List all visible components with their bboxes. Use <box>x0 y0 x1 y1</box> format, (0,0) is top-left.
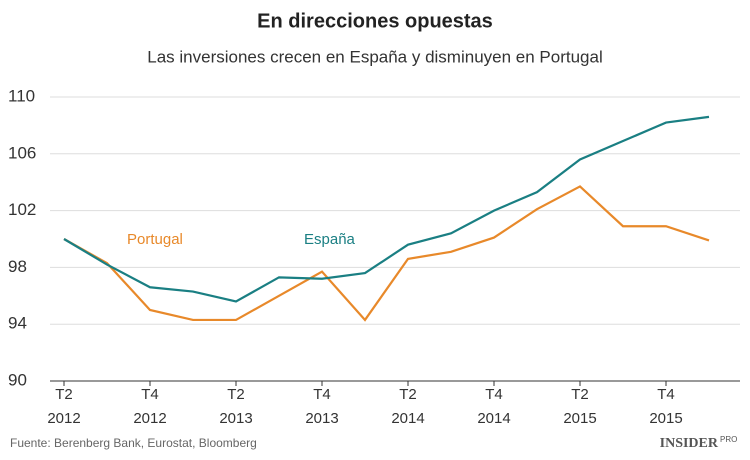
y-tick-label: 94 <box>8 314 27 333</box>
series-label: España <box>304 231 356 248</box>
line-series <box>63 115 710 303</box>
x-tick-label: T2 2013 <box>219 386 252 427</box>
source: Fuente: Berenberg Bank, Eurostat, Bloomb… <box>10 436 257 450</box>
logo: INSIDER <box>660 436 719 451</box>
x-tick-label: T4 2014 <box>477 386 510 427</box>
y-tick-label: 102 <box>8 200 36 219</box>
x-tick-label: T4 2015 <box>649 386 682 427</box>
x-tick-label: T2 2012 <box>47 386 80 427</box>
x-tick-label: T4 2012 <box>133 386 166 427</box>
line-series <box>63 185 710 322</box>
x-tick-label: T2 2015 <box>563 386 596 427</box>
y-tick-label: 98 <box>8 257 27 276</box>
x-tick-label: T4 2013 <box>305 386 338 427</box>
series-label: Portugal <box>127 231 183 248</box>
logo-sup: PRO <box>720 435 737 444</box>
chart-title: En direcciones opuestas <box>257 10 493 32</box>
y-tick-label: 110 <box>8 86 35 105</box>
x-tick-label: T2 2014 <box>391 386 424 427</box>
y-tick-label: 106 <box>8 143 36 162</box>
chart-subtitle: Las inversiones crecen en España y dismi… <box>147 47 603 66</box>
y-tick-label: 90 <box>8 370 27 389</box>
